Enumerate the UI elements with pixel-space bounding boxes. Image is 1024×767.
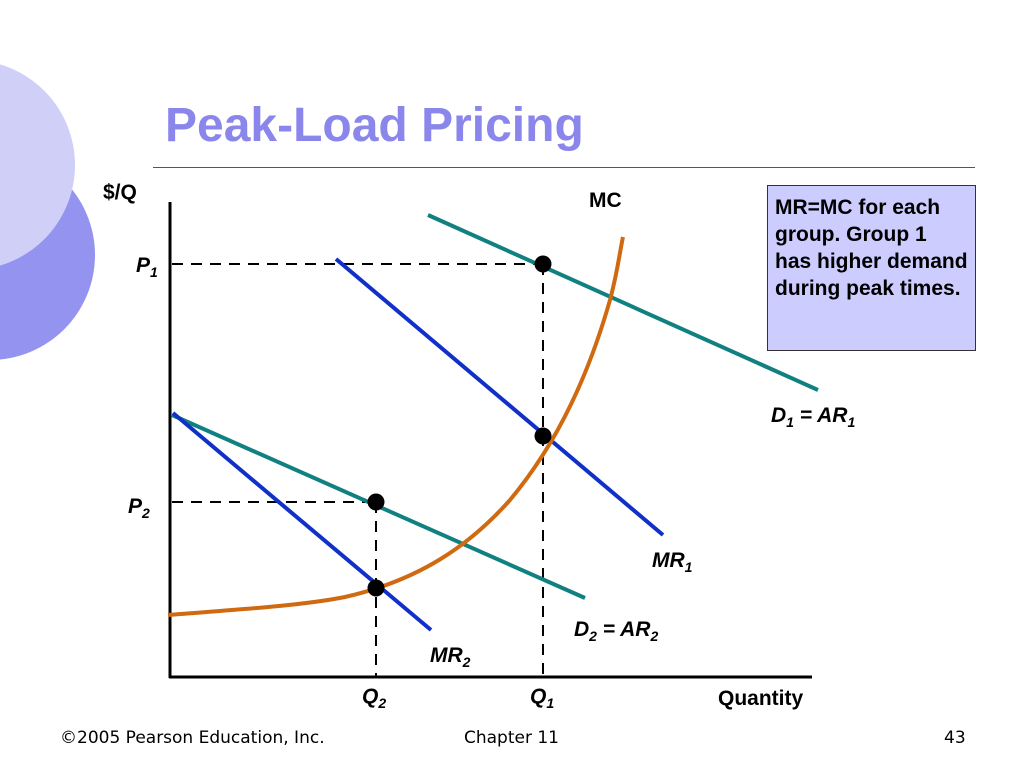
title-divider — [153, 167, 975, 168]
point-p2-q2 — [367, 493, 385, 511]
mc-label: MC — [589, 189, 622, 212]
point-mr1-mc — [534, 427, 552, 445]
p2-label: P2 — [128, 495, 150, 521]
point-p1-q1 — [534, 255, 552, 273]
y-axis-label: $/Q — [103, 181, 137, 204]
background-decoration — [0, 64, 95, 360]
mc-curve — [167, 236, 625, 617]
footer-copyright: ©2005 Pearson Education, Inc. — [60, 728, 325, 748]
footer-chapter: Chapter 11 — [464, 728, 560, 748]
note-box: MR=MC for each group. Group 1 has higher… — [767, 185, 976, 351]
q2-label: Q2 — [362, 685, 387, 711]
p1-label: P1 — [136, 254, 158, 280]
mr2-label: MR2 — [430, 644, 471, 670]
d1-ar1-line — [427, 213, 819, 392]
mr2-line — [171, 411, 433, 632]
slide-title: Peak-Load Pricing — [165, 99, 584, 152]
d2-ar2-label: D2 = AR2 — [574, 618, 659, 644]
decor-circle-light — [0, 64, 75, 266]
mr1-line — [334, 257, 665, 537]
q1-label: Q1 — [530, 685, 555, 711]
d1-ar1-label: D1 = AR1 — [771, 404, 856, 430]
footer-page-number: 43 — [944, 728, 966, 748]
mr1-label: MR1 — [652, 549, 693, 575]
point-mr2-mc — [367, 579, 385, 597]
x-axis-label: Quantity — [718, 687, 804, 710]
